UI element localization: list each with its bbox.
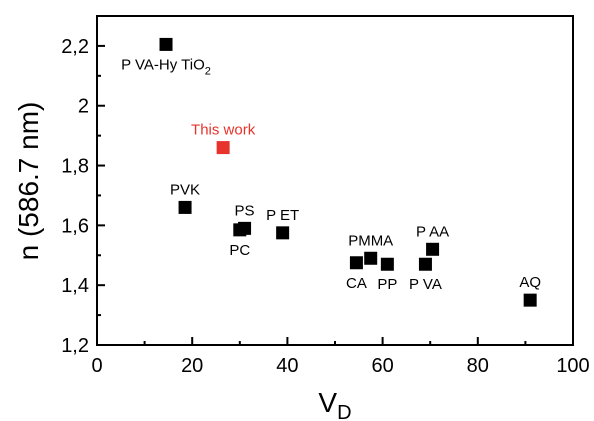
y-tick-label: 2 [78,96,89,118]
y-tick-label: 1,8 [61,156,89,178]
point-label: P VA [409,276,442,293]
data-point [349,256,363,270]
data-points [159,37,537,307]
point-label: PP [377,276,397,293]
x-tick-label: 0 [91,355,102,377]
point-label: PVK [170,181,200,198]
x-tick-label: 20 [181,355,203,377]
point-label: PMMA [348,232,393,249]
point-label: This work [191,122,256,139]
data-point [418,257,432,271]
y-tick-label: 1,4 [61,275,89,297]
data-point [276,226,290,240]
data-point [159,37,173,51]
x-tick-label: 40 [276,355,298,377]
x-tick-label: 60 [371,355,393,377]
point-label: PS [235,202,255,219]
x-axis-ticks: 0 20 40 60 80 100 [91,337,590,377]
data-point [523,293,537,307]
point-label: PC [229,242,250,259]
x-axis-title: VD [318,387,351,421]
y-axis-ticks: 1,2 1,4 1,6 1,8 2 2,2 [61,15,105,357]
data-point [364,251,378,265]
y-tick-label: 1,6 [61,215,89,237]
y-tick-label: 2,2 [61,36,89,58]
y-tick-label: 1,2 [61,335,89,357]
x-tick-label: 100 [556,355,589,377]
data-point [380,257,394,271]
highlight-point [216,141,230,155]
data-point [426,242,440,256]
point-label: P VA-Hy TiO2 [121,56,211,77]
data-point [178,200,192,214]
data-point [238,221,252,235]
y-axis-title: n (586.7 nm) [13,102,44,261]
point-label: AQ [519,274,541,291]
x-axis-title-main: V [318,387,337,418]
point-label: P AA [416,223,449,240]
point-label: P ET [266,207,299,224]
point-labels: P VA-Hy TiO2 This work PVK PC PS P ET CA PMMA PP… [121,56,541,293]
point-label: CA [346,275,367,292]
x-tick-label: 80 [467,355,489,377]
x-axis-title-subscript: D [337,402,351,421]
